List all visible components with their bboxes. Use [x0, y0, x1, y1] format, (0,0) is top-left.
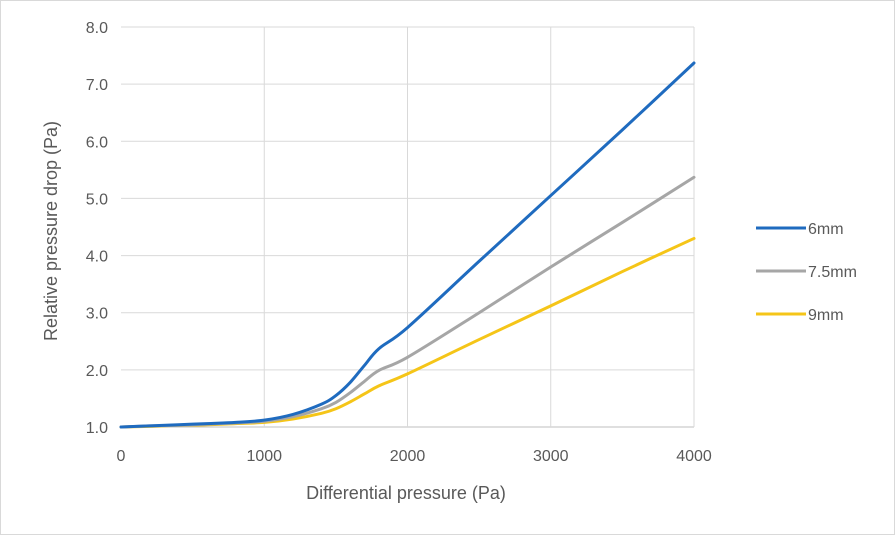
y-tick-labels: 1.0 2.0 3.0 4.0 5.0 6.0 7.0 8.0	[86, 20, 108, 437]
y-tick-label: 7.0	[86, 77, 108, 94]
legend-label-9mm: 9mm	[808, 307, 844, 324]
legend: 6mm 7.5mm 9mm	[756, 221, 857, 324]
legend-label-6mm: 6mm	[808, 221, 844, 238]
grid-lines	[121, 26, 695, 428]
x-axis-title: Differential pressure (Pa)	[306, 483, 506, 503]
y-tick-label: 5.0	[86, 191, 108, 208]
y-tick-label: 1.0	[86, 420, 108, 437]
x-tick-label: 1000	[246, 448, 282, 465]
y-axis-title: Relative pressure drop (Pa)	[41, 121, 61, 341]
y-tick-label: 8.0	[86, 20, 108, 37]
y-tick-label: 6.0	[86, 134, 108, 151]
series-lines	[119, 61, 696, 429]
x-tick-label: 4000	[676, 448, 712, 465]
y-tick-label: 2.0	[86, 363, 108, 380]
series-line-6mm	[119, 61, 696, 429]
x-tick-label: 2000	[390, 448, 426, 465]
y-tick-label: 3.0	[86, 306, 108, 323]
y-tick-label: 4.0	[86, 249, 108, 266]
x-tick-labels: 0 1000 2000 3000 4000	[117, 448, 712, 465]
legend-label-7-5mm: 7.5mm	[808, 264, 857, 281]
x-tick-label: 3000	[533, 448, 569, 465]
x-tick-label: 0	[117, 448, 126, 465]
